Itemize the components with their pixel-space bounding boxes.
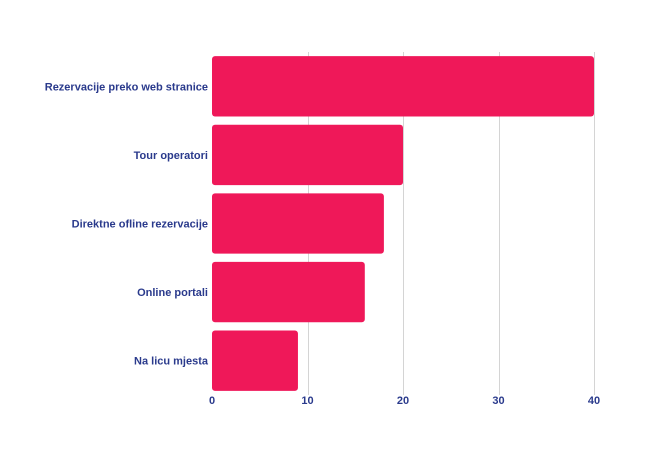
x-tick-label: 10 — [301, 395, 313, 407]
x-tick-label: 20 — [397, 395, 409, 407]
x-tick-label: 30 — [492, 395, 504, 407]
x-tick-label: 0 — [209, 395, 215, 407]
bar — [212, 261, 365, 323]
x-axis-ticks: 0 10 20 30 40 — [209, 395, 600, 407]
x-tick-label: 40 — [588, 395, 600, 407]
category-label: Na licu mjesta — [134, 356, 209, 368]
bar — [212, 56, 594, 117]
bar — [212, 193, 384, 254]
category-label: Direktne ofline rezervacije — [72, 219, 208, 231]
category-label: Online portali — [137, 287, 208, 299]
bar — [212, 330, 298, 391]
category-label: Tour operatori — [134, 150, 208, 162]
bars — [212, 56, 594, 391]
category-labels: Rezervacije preko web stranice Tour opera… — [45, 81, 209, 367]
bar — [212, 124, 403, 186]
category-label: Rezervacije preko web stranice — [45, 81, 208, 93]
